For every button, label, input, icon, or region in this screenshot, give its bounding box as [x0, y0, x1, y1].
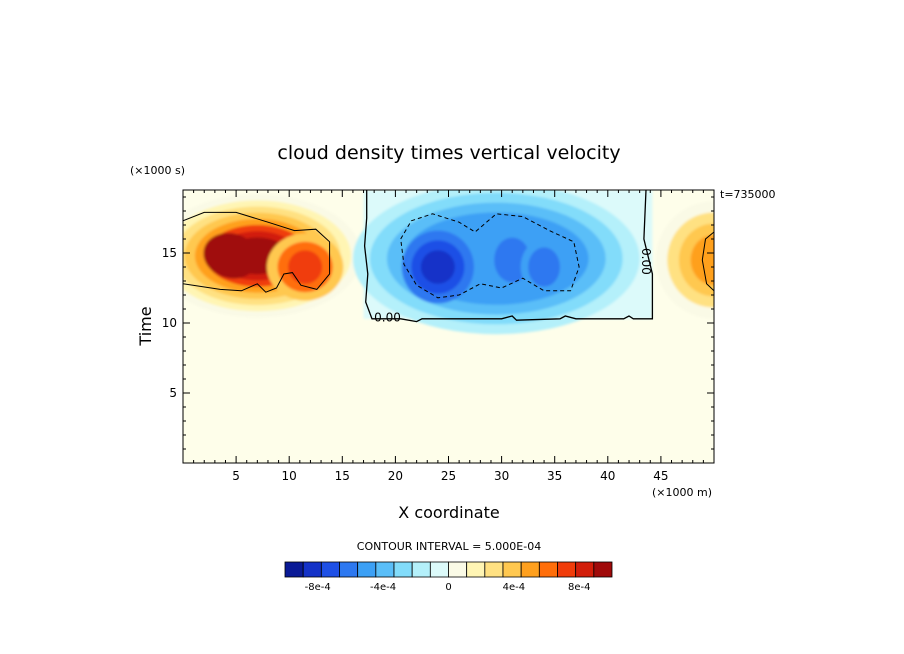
y-axis: 5 10 15 [162, 196, 714, 450]
colorbar-tick-label: 0 [445, 582, 451, 593]
x-units-label: (×1000 m) [652, 486, 712, 499]
contour-lines: 0.00 0.00 [183, 190, 714, 325]
colorbar-swatch [411, 561, 431, 578]
y-tick-label: 5 [169, 386, 177, 400]
colorbar-tick-label: -4e-4 [370, 582, 396, 593]
y-axis-label: Time [136, 306, 155, 346]
colorbar-swatch [520, 561, 540, 578]
x-tick-label: 5 [232, 469, 240, 483]
y-tick-label: 10 [162, 316, 177, 330]
contour-interval-label: CONTOUR INTERVAL = 5.000E-04 [357, 540, 541, 553]
x-tick-label: 25 [441, 469, 456, 483]
colorbar-swatch [393, 561, 413, 578]
colorbar-swatch [466, 561, 486, 578]
chart-title: cloud density times vertical velocity [277, 142, 620, 164]
x-tick-label: 45 [653, 469, 668, 483]
colorbar-tick-label: 8e-4 [568, 582, 591, 593]
plot-area: 0.00 0.00 [183, 190, 714, 463]
colorbar-tick-label: -8e-4 [305, 582, 331, 593]
negative-core-band [528, 247, 561, 287]
negative-core-band [420, 250, 455, 284]
x-axis-label: X coordinate [398, 503, 499, 522]
y-tick-label: 15 [162, 246, 177, 260]
x-tick-label: 10 [282, 469, 297, 483]
colorbar: -8e-4 -4e-4 0 4e-4 8e-4 [284, 561, 613, 593]
x-tick-label: 40 [600, 469, 615, 483]
x-axis: 5 10 15 20 25 30 35 40 45 [193, 190, 704, 483]
colorbar-swatch [375, 561, 395, 578]
colorbar-swatch [484, 561, 504, 578]
negative-contour-line [400, 213, 580, 299]
contour-label: 0.00 [374, 311, 401, 325]
positive-lobe-band [288, 250, 323, 284]
colorbar-swatch [538, 561, 558, 578]
positive-contour-line [701, 231, 714, 292]
y-units-label: (×1000 s) [130, 164, 185, 177]
colorbar-swatch [284, 561, 304, 578]
x-tick-label: 20 [388, 469, 403, 483]
colorbar-swatch [339, 561, 359, 578]
colorbar-swatch [593, 561, 613, 578]
colorbar-swatch [448, 561, 468, 578]
x-tick-label: 30 [494, 469, 509, 483]
positive-core-band [203, 233, 259, 279]
zero-contour-line [363, 190, 654, 323]
colorbar-swatch [575, 561, 595, 578]
colorbar-swatch [502, 561, 522, 578]
colorbar-swatch [429, 561, 449, 578]
colorbar-swatch [557, 561, 577, 578]
colorbar-tick-label: 4e-4 [503, 582, 526, 593]
contour-label: 0.00 [639, 248, 653, 275]
positive-contour-line [183, 211, 331, 293]
x-tick-label: 35 [547, 469, 562, 483]
time-stamp: t=735000 [720, 188, 776, 201]
x-tick-label: 15 [335, 469, 350, 483]
contour-field [183, 190, 714, 335]
colorbar-swatch [320, 561, 340, 578]
colorbar-swatch [357, 561, 377, 578]
colorbar-swatch [302, 561, 322, 578]
